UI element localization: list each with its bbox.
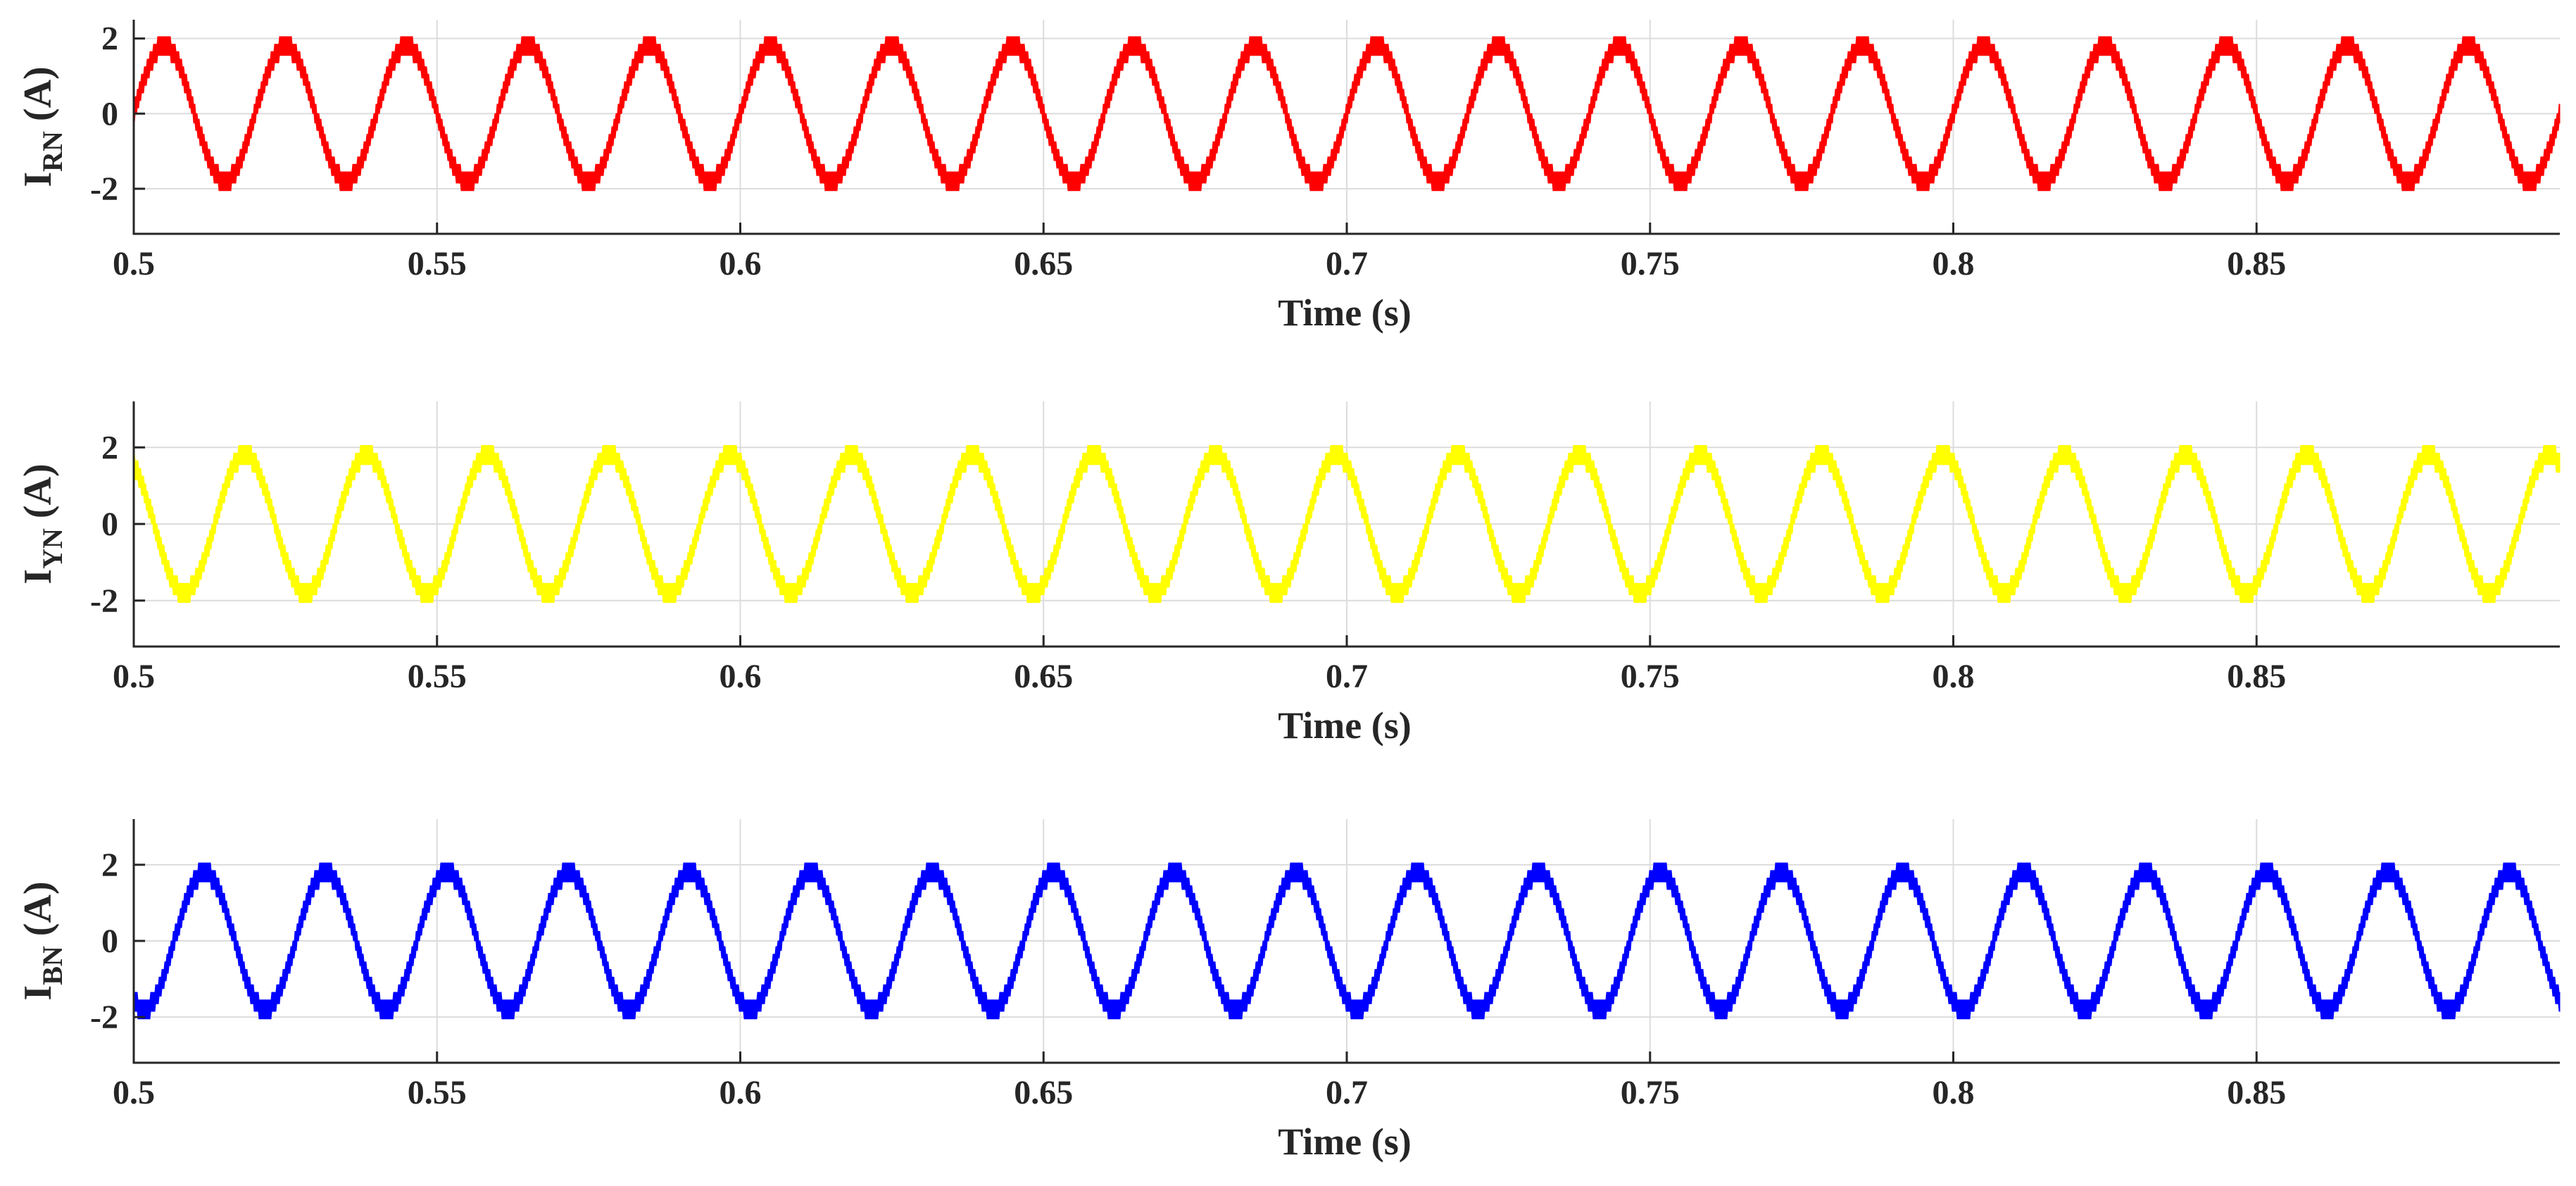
y-tick-label: -2 (90, 582, 118, 620)
x-tick-label: 0.8 (1933, 245, 1975, 282)
y-axis-label: IBN (A) (16, 881, 68, 1000)
y-tick-label: 2 (101, 847, 118, 884)
x-tick-label: 0.6 (720, 245, 762, 282)
x-tick-label: 0.6 (720, 1074, 762, 1111)
current-waveform-rn (133, 36, 2561, 192)
x-tick-label: 0.65 (1014, 658, 1073, 695)
x-tick-label: 0.75 (1621, 1074, 1680, 1111)
x-axis-label: Time (s) (1278, 704, 1411, 747)
subplot-yn: 0.5 0.55 0.6 0.65 0.7 0.75 0.8 0.85 -2 0 2 Time (s)… (16, 401, 2561, 747)
x-tick-label: 0.7 (1326, 658, 1368, 695)
y-tick-label: 0 (101, 506, 118, 543)
x-tick-label: 0.7 (1326, 1074, 1368, 1111)
x-tick-label: 0.7 (1326, 245, 1368, 282)
y-tick-label: 2 (101, 20, 118, 58)
x-tick-label: 0.8 (1933, 658, 1975, 695)
subplot-bn: 0.5 0.55 0.6 0.65 0.7 0.75 0.8 0.85 -2 0 2 Time (s)… (16, 819, 2561, 1163)
x-tick-label: 0.85 (2227, 658, 2286, 695)
x-tick-label: 0.75 (1621, 658, 1680, 695)
y-axis-label: IYN (A) (16, 463, 68, 584)
x-tick-label: 0.5 (113, 1074, 155, 1111)
x-tick-label: 0.55 (408, 1074, 467, 1111)
x-tick-label: 0.65 (1014, 245, 1073, 282)
y-tick-label: -2 (90, 170, 118, 208)
x-tick-label: 0.85 (2227, 245, 2286, 282)
x-tick-label: 0.5 (113, 245, 155, 282)
x-tick-label: 0.5 (113, 658, 155, 695)
x-tick-label: 0.85 (2227, 1074, 2286, 1111)
x-tick-label: 0.8 (1933, 1074, 1975, 1111)
x-tick-label: 0.55 (408, 658, 467, 695)
y-axis-label: IRN (A) (16, 66, 68, 187)
x-tick-label: 0.75 (1621, 245, 1680, 282)
y-tick-label: 0 (101, 923, 118, 960)
x-axis-label: Time (s) (1278, 1121, 1411, 1163)
y-tick-label: -2 (90, 999, 118, 1036)
y-tick-label: 2 (101, 429, 118, 466)
current-waveform-yn (133, 445, 2561, 603)
x-tick-label: 0.55 (408, 245, 467, 282)
x-tick-label: 0.65 (1014, 1074, 1073, 1111)
x-tick-label: 0.6 (720, 658, 762, 695)
subplot-rn: 0.5 0.55 0.6 0.65 0.7 0.75 0.8 0.85 -2 0 2 Time (s)… (16, 20, 2561, 334)
current-waveform-bn (133, 862, 2561, 1020)
x-axis-label: Time (s) (1278, 292, 1411, 334)
y-tick-label: 0 (101, 95, 118, 132)
